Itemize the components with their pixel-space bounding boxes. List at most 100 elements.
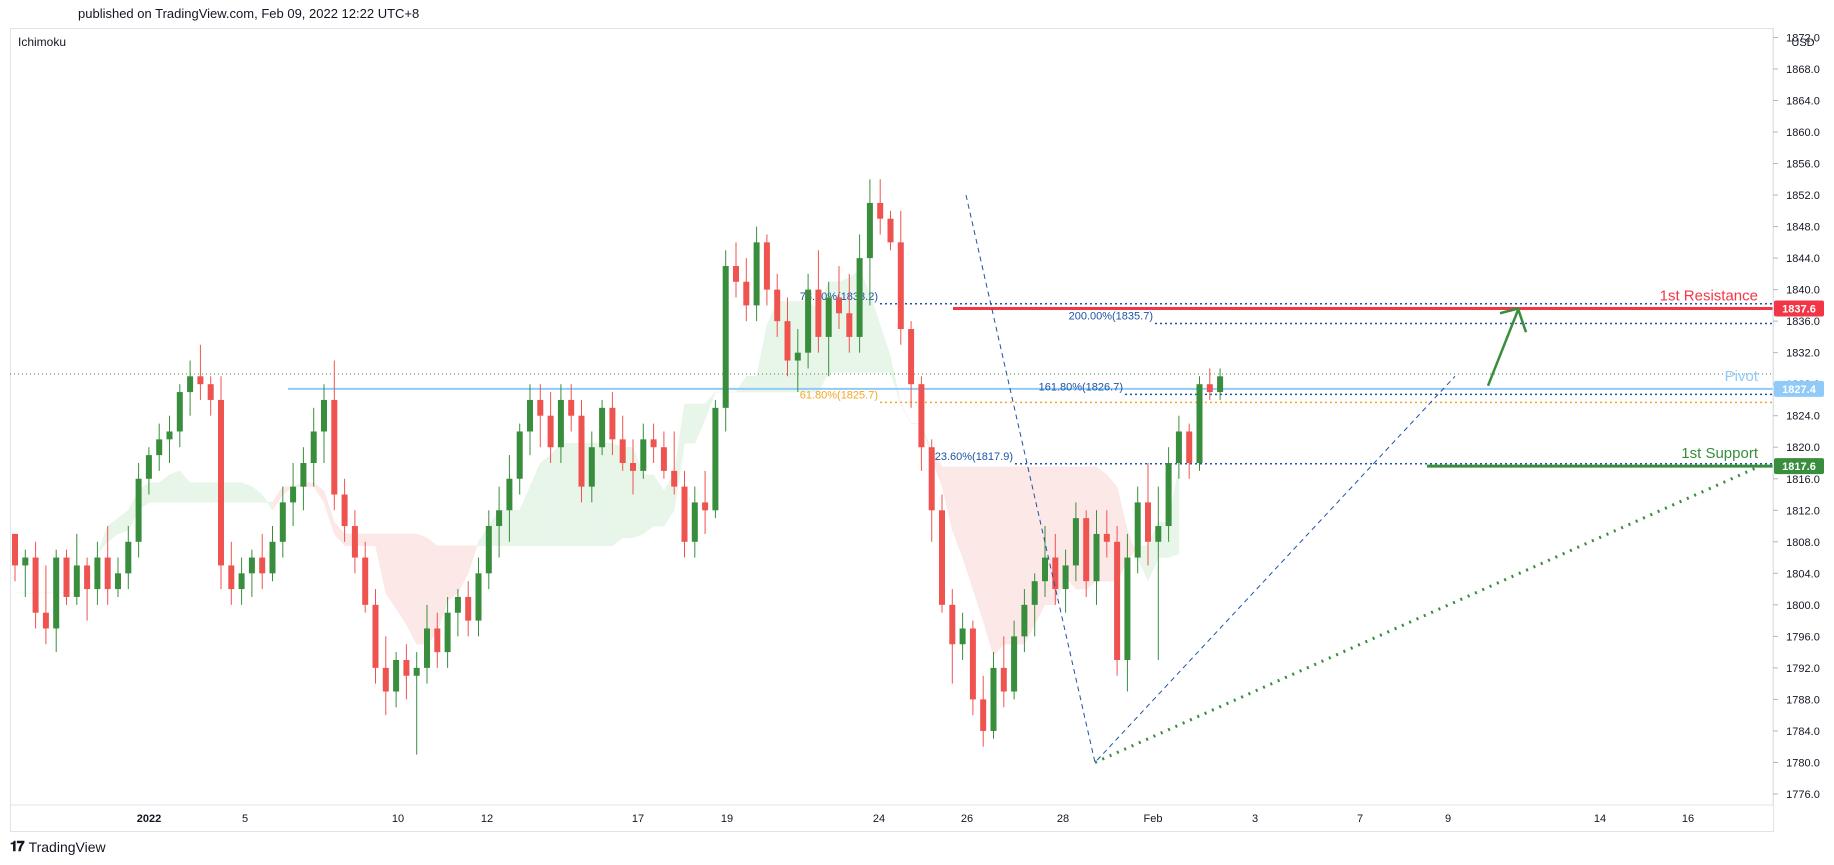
price-axis: 1776.0 1780.0 1784.0 1788.0 1792.0 1796.0 1800… xyxy=(1772,28,1824,805)
candle-body xyxy=(1093,533,1100,582)
time-tick-label: 7 xyxy=(1357,813,1363,825)
candle-body xyxy=(94,557,101,590)
cloud-segment xyxy=(447,545,459,602)
cloud-segment xyxy=(241,482,253,503)
candle-body xyxy=(1196,384,1203,463)
candle-body xyxy=(918,384,925,448)
currency-label: USD xyxy=(1791,37,1814,49)
candle-body xyxy=(238,573,245,590)
candle-body xyxy=(815,289,822,337)
candle-body xyxy=(1217,376,1224,393)
cloud-segment xyxy=(529,462,541,546)
candle-body xyxy=(1083,518,1090,582)
candle-body xyxy=(362,557,369,605)
candle-body xyxy=(568,399,575,416)
candle-body xyxy=(1124,557,1131,661)
candle-body xyxy=(527,399,533,432)
candle-body xyxy=(341,494,348,527)
candle-body xyxy=(547,415,554,448)
price-tick-label: 1804.0 xyxy=(1786,568,1820,580)
cloud-segment xyxy=(406,533,417,645)
cloud-segment xyxy=(993,466,1005,657)
candle-body xyxy=(1103,533,1110,542)
tradingview-logo-icon: 𝟏𝟕 xyxy=(10,838,25,854)
candle-body xyxy=(496,510,503,527)
candle-body xyxy=(1165,462,1172,527)
price-tick-label: 1820.0 xyxy=(1786,442,1820,454)
price-tick-label: 1872.0 xyxy=(1786,32,1820,44)
candle-body xyxy=(156,439,163,456)
candle-body xyxy=(609,407,616,440)
candle-body xyxy=(403,660,410,676)
time-tick-label: Feb xyxy=(1144,813,1163,825)
candle-body xyxy=(1072,518,1079,566)
time-tick-label: 17 xyxy=(632,813,644,825)
price-tick-label: 1864.0 xyxy=(1786,95,1820,107)
candle-body xyxy=(928,447,935,511)
candle-body xyxy=(825,297,832,337)
price-tick-label: 1792.0 xyxy=(1786,663,1820,675)
price-tick-label: 1800.0 xyxy=(1786,600,1820,612)
cloud-segment xyxy=(653,473,665,527)
time-tick-label: 14 xyxy=(1594,813,1606,825)
price-tick-label: 1776.0 xyxy=(1786,789,1820,801)
resistance-price-badge-label: 1837.6 xyxy=(1782,304,1816,316)
cloud-segment xyxy=(879,325,891,373)
candle-body xyxy=(1052,557,1059,590)
candle-body xyxy=(794,352,801,361)
candle-body xyxy=(805,289,812,353)
candle-body xyxy=(187,376,194,393)
price-tick-label: 1788.0 xyxy=(1786,694,1820,706)
candle-body xyxy=(753,242,760,306)
cloud-segment xyxy=(457,545,469,594)
candle-body xyxy=(53,557,60,629)
cloud-segment xyxy=(900,403,912,424)
candle-body xyxy=(321,399,327,432)
candle-body xyxy=(279,502,286,542)
cloud-segment xyxy=(107,517,119,543)
cloud-segment xyxy=(467,541,479,574)
candle-body xyxy=(1114,541,1121,661)
candle-body xyxy=(331,399,338,495)
candle-body xyxy=(671,470,678,487)
candle-body xyxy=(743,281,750,306)
candle-body xyxy=(939,510,945,605)
cloud-segment xyxy=(200,482,211,503)
candle-body xyxy=(784,321,791,361)
candle-body xyxy=(908,329,915,385)
price-tick-label: 1780.0 xyxy=(1786,757,1820,769)
cloud-segment xyxy=(117,509,129,535)
candle-body xyxy=(207,384,214,400)
candle-body xyxy=(248,557,255,574)
tradingview-footer[interactable]: 𝟏𝟕 TradingView xyxy=(10,838,106,855)
arrowhead-icon xyxy=(1499,307,1528,333)
candle-body xyxy=(722,265,729,408)
cloud-segment xyxy=(540,454,551,546)
candle-body xyxy=(733,265,739,282)
candle-body xyxy=(259,557,266,574)
candle-body xyxy=(836,297,842,314)
candle-body xyxy=(949,604,956,645)
candle-body xyxy=(702,502,709,511)
price-tick-label: 1796.0 xyxy=(1786,631,1820,643)
candle-body xyxy=(465,596,472,621)
price-tick-label: 1816.0 xyxy=(1786,474,1820,486)
cloud-segment xyxy=(189,482,201,503)
candle-body xyxy=(145,455,152,479)
fib-label: 161.80%(1826.7) xyxy=(1039,381,1123,393)
candle-body xyxy=(485,526,492,574)
cloud-segment xyxy=(323,490,335,534)
cloud-segment xyxy=(158,474,170,503)
candle-body xyxy=(619,439,626,463)
candle-body xyxy=(454,596,461,613)
fib-label: 61.80%(1825.7) xyxy=(800,389,878,401)
cloud-segment xyxy=(560,443,572,546)
candle-body xyxy=(228,565,235,590)
price-tick-label: 1868.0 xyxy=(1786,64,1820,76)
pivot-price-badge xyxy=(1774,380,1824,397)
time-tick-label: 2022 xyxy=(137,813,161,825)
pivot-price-badge-label: 1827.4 xyxy=(1782,384,1817,396)
candle-body xyxy=(310,431,317,463)
cloud-segment xyxy=(972,466,984,621)
